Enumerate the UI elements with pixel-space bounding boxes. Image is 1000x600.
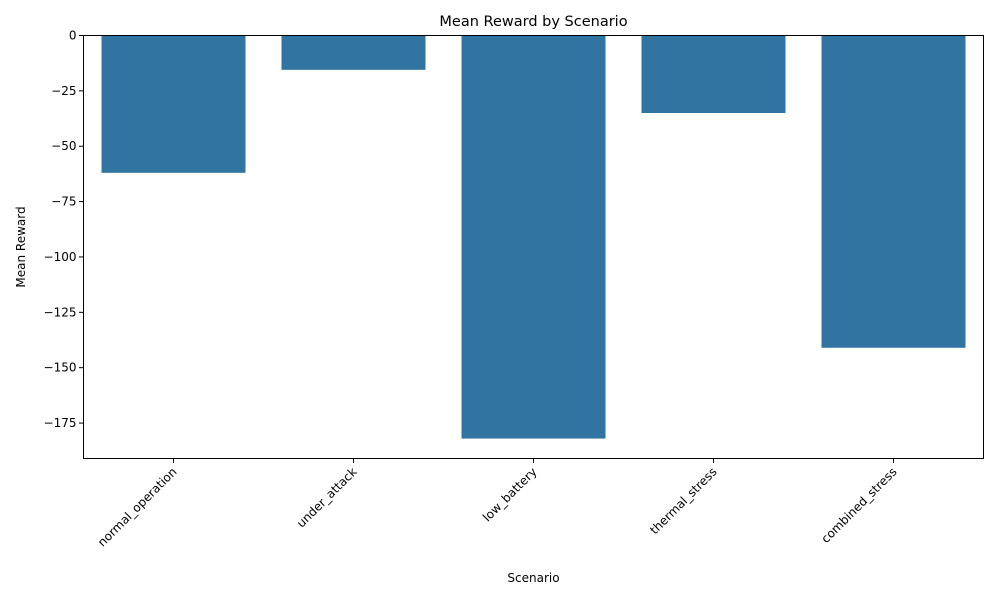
bar-under-attack (281, 35, 426, 70)
x-tick-label: thermal_stress (647, 465, 719, 537)
y-tick-label: −25 (51, 84, 76, 98)
bar-normal-operation (101, 35, 246, 173)
y-tick-label: −75 (51, 195, 76, 209)
chart-title: Mean Reward by Scenario (439, 14, 627, 30)
x-tick-label: normal_operation (95, 465, 180, 550)
bar-low-battery (461, 35, 606, 439)
x-tick-label: under_attack (294, 465, 360, 531)
y-axis: 0 −25 −50 −75 −100 −125 −150 −175 (44, 29, 84, 430)
y-tick-label: −150 (44, 361, 77, 375)
y-tick-label: −100 (44, 250, 77, 264)
plot-frame (83, 35, 984, 459)
y-tick-label: −50 (51, 139, 76, 153)
x-tick-label: combined_stress (819, 465, 900, 546)
y-tick-label: −125 (44, 305, 77, 319)
y-tick-label: −175 (44, 416, 77, 430)
x-axis-label: Scenario (507, 571, 559, 585)
x-axis: normal_operation under_attack low_battery t… (95, 458, 900, 550)
x-tick-label: low_battery (480, 465, 540, 525)
bar-thermal-stress (641, 35, 786, 114)
y-axis-label: Mean Reward (14, 206, 28, 287)
bar-combined-stress (821, 35, 966, 348)
bars-layer (101, 35, 966, 439)
y-tick-label: 0 (69, 29, 77, 43)
